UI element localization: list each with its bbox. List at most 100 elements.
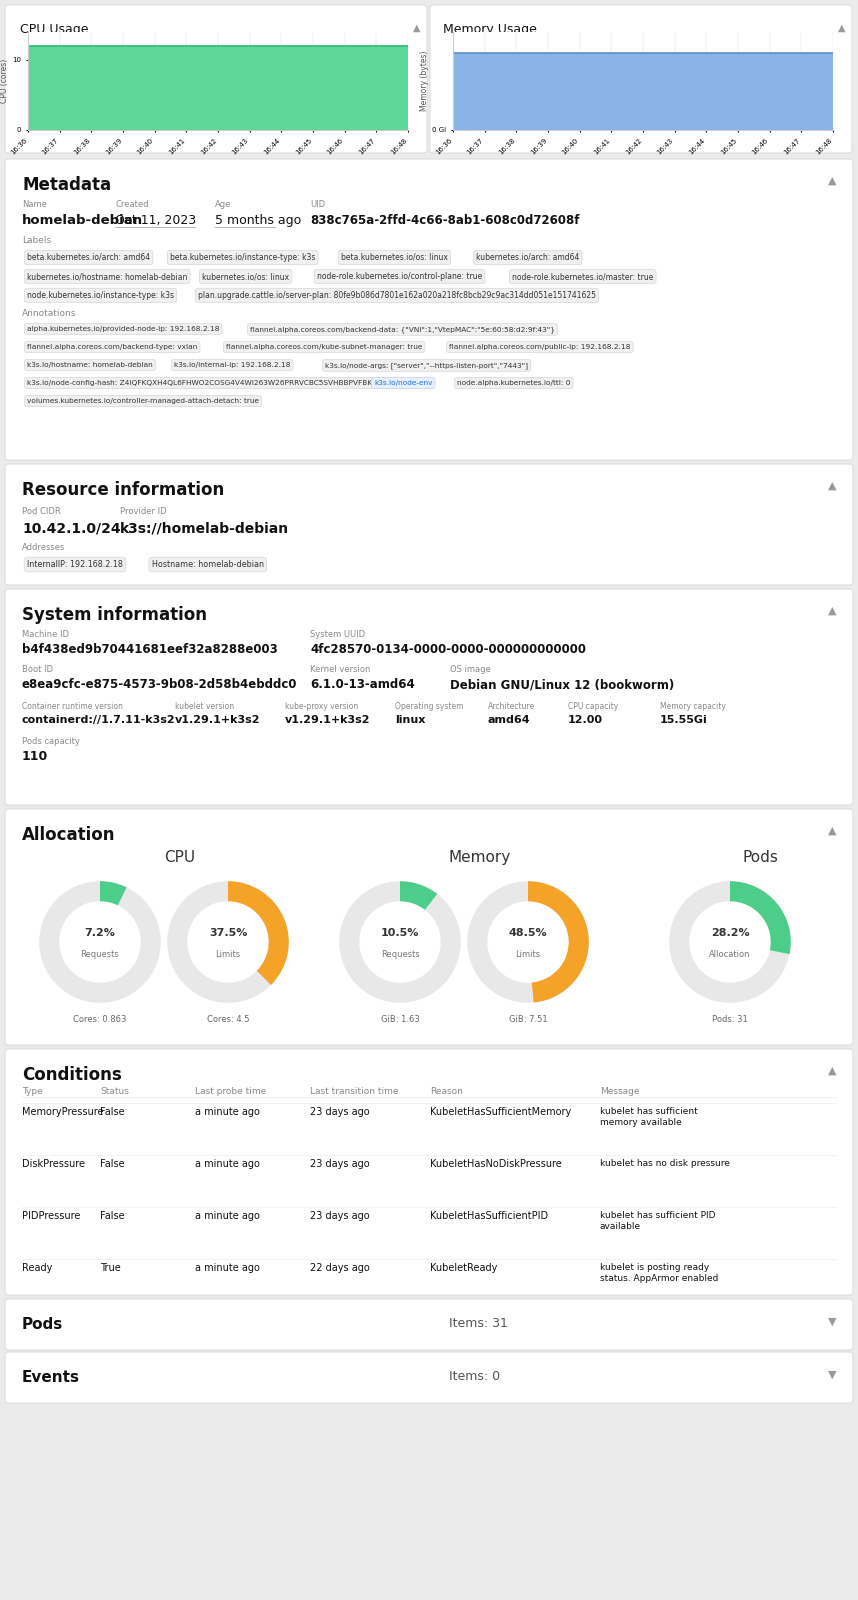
Text: ▼: ▼ bbox=[827, 1317, 836, 1326]
Text: System UUID: System UUID bbox=[310, 630, 366, 638]
Text: flannel.alpha.coreos.com/public-ip: 192.168.2.18: flannel.alpha.coreos.com/public-ip: 192.… bbox=[449, 344, 631, 350]
Text: k3s.io/internal-ip: 192.168.2.18: k3s.io/internal-ip: 192.168.2.18 bbox=[174, 362, 291, 368]
Text: 22 days ago: 22 days ago bbox=[310, 1262, 370, 1274]
Text: CPU: CPU bbox=[165, 850, 196, 866]
Text: kubelet has no disk pressure: kubelet has no disk pressure bbox=[600, 1158, 730, 1168]
Text: Boot ID: Boot ID bbox=[22, 666, 53, 674]
Text: kubernetes.io/os: linux: kubernetes.io/os: linux bbox=[202, 272, 289, 282]
Text: k3s://homelab-debian: k3s://homelab-debian bbox=[120, 522, 289, 534]
Text: CPU capacity: CPU capacity bbox=[568, 702, 619, 710]
Text: Status: Status bbox=[100, 1086, 129, 1096]
Text: True: True bbox=[100, 1262, 121, 1274]
Text: InternalIP: 192.168.2.18: InternalIP: 192.168.2.18 bbox=[27, 560, 123, 570]
Text: Addresses: Addresses bbox=[22, 542, 65, 552]
Text: Last probe time: Last probe time bbox=[195, 1086, 266, 1096]
Y-axis label: CPU (cores): CPU (cores) bbox=[0, 59, 9, 102]
Text: Limits: Limits bbox=[215, 950, 240, 960]
Text: flannel.alpha.coreos.com/backend-data: {"VNI":1,"VtepMAC":"5e:60:58:d2:9f:43"}: flannel.alpha.coreos.com/backend-data: {… bbox=[250, 326, 555, 333]
Text: node.kubernetes.io/instance-type: k3s: node.kubernetes.io/instance-type: k3s bbox=[27, 291, 174, 301]
Text: Labels: Labels bbox=[22, 235, 51, 245]
Text: k3s.io/node-env: k3s.io/node-env bbox=[374, 379, 432, 386]
Text: Machine ID: Machine ID bbox=[22, 630, 69, 638]
Wedge shape bbox=[39, 882, 160, 1003]
Text: Limits: Limits bbox=[516, 950, 541, 960]
FancyBboxPatch shape bbox=[5, 5, 427, 154]
FancyBboxPatch shape bbox=[5, 1352, 853, 1403]
Text: v1.29.1+k3s2: v1.29.1+k3s2 bbox=[175, 715, 261, 725]
Text: 23 days ago: 23 days ago bbox=[310, 1107, 370, 1117]
Text: k3s.io/node-args: ["server","--https-listen-port","7443"]: k3s.io/node-args: ["server","--https-lis… bbox=[325, 362, 529, 368]
Text: Pods: 31: Pods: 31 bbox=[712, 1014, 748, 1024]
Text: containerd://1.7.11-k3s2: containerd://1.7.11-k3s2 bbox=[22, 715, 176, 725]
Text: Pod CIDR: Pod CIDR bbox=[22, 507, 61, 515]
Text: CPU Usage: CPU Usage bbox=[20, 22, 88, 35]
Text: 5 months ago: 5 months ago bbox=[215, 214, 301, 227]
FancyBboxPatch shape bbox=[5, 810, 853, 1045]
Text: 838c765a-2ffd-4c66-8ab1-608c0d72608f: 838c765a-2ffd-4c66-8ab1-608c0d72608f bbox=[310, 214, 579, 227]
Text: k3s.io/node-config-hash: Z4IQFKQXH4QL6FHWO2COSG4V4WI263W26PRRVCBC5SVHBBPVFBKQ===: k3s.io/node-config-hash: Z4IQFKQXH4QL6FH… bbox=[27, 379, 402, 386]
Y-axis label: Memory (bytes): Memory (bytes) bbox=[420, 51, 429, 112]
Text: Hostname: homelab-debian: Hostname: homelab-debian bbox=[152, 560, 263, 570]
Text: Oct 11, 2023: Oct 11, 2023 bbox=[115, 214, 196, 227]
Text: linux: linux bbox=[395, 715, 426, 725]
Wedge shape bbox=[167, 882, 289, 1003]
FancyBboxPatch shape bbox=[5, 1050, 853, 1294]
Text: 110: 110 bbox=[22, 750, 48, 763]
FancyBboxPatch shape bbox=[5, 589, 853, 805]
Wedge shape bbox=[669, 882, 791, 1003]
Text: KubeletHasSufficientMemory: KubeletHasSufficientMemory bbox=[430, 1107, 571, 1117]
FancyBboxPatch shape bbox=[5, 1299, 853, 1350]
Text: volumes.kubernetes.io/controller-managed-attach-detach: true: volumes.kubernetes.io/controller-managed… bbox=[27, 398, 259, 403]
Wedge shape bbox=[339, 882, 461, 1003]
Text: 4fc28570-0134-0000-0000-000000000000: 4fc28570-0134-0000-0000-000000000000 bbox=[310, 643, 586, 656]
Text: Message: Message bbox=[600, 1086, 639, 1096]
Text: Provider ID: Provider ID bbox=[120, 507, 166, 515]
FancyBboxPatch shape bbox=[5, 464, 853, 586]
Text: UID: UID bbox=[310, 200, 325, 210]
Text: 6.1.0-13-amd64: 6.1.0-13-amd64 bbox=[310, 678, 414, 691]
Text: KubeletReady: KubeletReady bbox=[430, 1262, 498, 1274]
Text: Memory capacity: Memory capacity bbox=[660, 702, 726, 710]
Text: 12.00: 12.00 bbox=[568, 715, 603, 725]
Text: e8ea9cfc-e875-4573-9b08-2d58b4ebddc0: e8ea9cfc-e875-4573-9b08-2d58b4ebddc0 bbox=[22, 678, 298, 691]
Text: ▲: ▲ bbox=[827, 176, 836, 186]
Text: False: False bbox=[100, 1211, 124, 1221]
Text: Pods capacity: Pods capacity bbox=[22, 738, 80, 746]
Text: kube-proxy version: kube-proxy version bbox=[285, 702, 359, 710]
Text: a minute ago: a minute ago bbox=[195, 1262, 260, 1274]
Text: Cores: 4.5: Cores: 4.5 bbox=[207, 1014, 250, 1024]
Text: b4f438ed9b70441681eef32a8288e003: b4f438ed9b70441681eef32a8288e003 bbox=[22, 643, 278, 656]
Text: Container runtime version: Container runtime version bbox=[22, 702, 123, 710]
Text: KubeletHasNoDiskPressure: KubeletHasNoDiskPressure bbox=[430, 1158, 562, 1170]
Text: ▼: ▼ bbox=[827, 1370, 836, 1379]
Text: Metadata: Metadata bbox=[22, 176, 112, 194]
Text: ▲: ▲ bbox=[827, 1066, 836, 1075]
Text: Conditions: Conditions bbox=[22, 1066, 122, 1085]
Wedge shape bbox=[228, 882, 289, 986]
Text: GiB: 7.51: GiB: 7.51 bbox=[509, 1014, 547, 1024]
Text: Items: 0: Items: 0 bbox=[449, 1370, 500, 1382]
Text: MemoryPressure: MemoryPressure bbox=[22, 1107, 104, 1117]
Text: Architecture: Architecture bbox=[488, 702, 535, 710]
Text: ▲: ▲ bbox=[827, 606, 836, 616]
Text: 23 days ago: 23 days ago bbox=[310, 1211, 370, 1221]
Text: Name: Name bbox=[22, 200, 47, 210]
Text: kubelet has sufficient
memory available: kubelet has sufficient memory available bbox=[600, 1107, 698, 1126]
Text: Items: 31: Items: 31 bbox=[449, 1317, 508, 1330]
Text: flannel.alpha.coreos.com/backend-type: vxlan: flannel.alpha.coreos.com/backend-type: v… bbox=[27, 344, 197, 350]
Text: beta.kubernetes.io/instance-type: k3s: beta.kubernetes.io/instance-type: k3s bbox=[170, 253, 316, 262]
Text: node-role.kubernetes.io/master: true: node-role.kubernetes.io/master: true bbox=[512, 272, 654, 282]
Text: Pods: Pods bbox=[742, 850, 778, 866]
Text: Created: Created bbox=[115, 200, 148, 210]
Text: Memory Usage: Memory Usage bbox=[443, 22, 537, 35]
FancyBboxPatch shape bbox=[5, 158, 853, 461]
Text: 7.2%: 7.2% bbox=[85, 928, 116, 939]
Text: Cores: 0.863: Cores: 0.863 bbox=[73, 1014, 127, 1024]
Text: alpha.kubernetes.io/provided-node-ip: 192.168.2.18: alpha.kubernetes.io/provided-node-ip: 19… bbox=[27, 326, 220, 333]
Text: Last transition time: Last transition time bbox=[310, 1086, 398, 1096]
Text: kubelet has sufficient PID
available: kubelet has sufficient PID available bbox=[600, 1211, 716, 1230]
Wedge shape bbox=[468, 882, 589, 1003]
Text: ▲: ▲ bbox=[413, 22, 420, 34]
Text: DiskPressure: DiskPressure bbox=[22, 1158, 85, 1170]
Text: a minute ago: a minute ago bbox=[195, 1211, 260, 1221]
